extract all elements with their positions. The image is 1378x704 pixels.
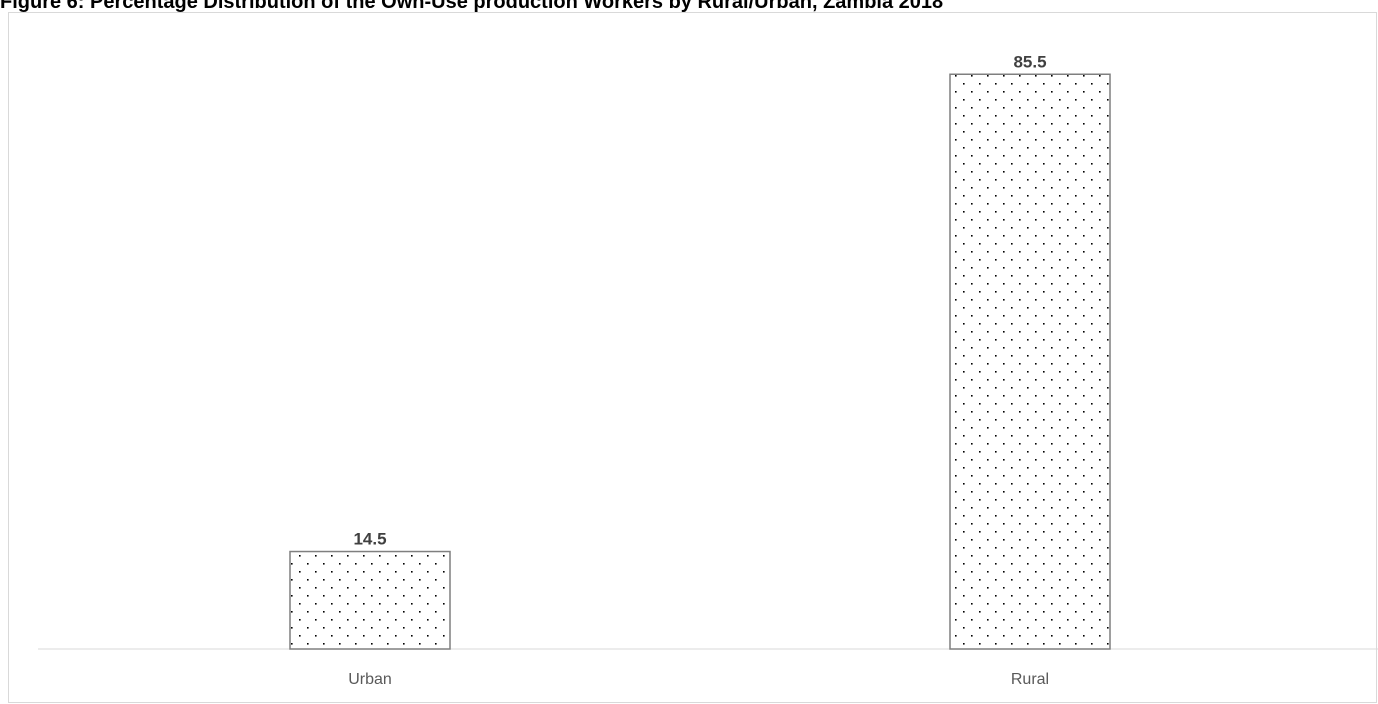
- category-label-urban: Urban: [348, 671, 392, 688]
- bar-urban: [289, 550, 451, 650]
- chart-title: Figure 6: Percentage Distribution of the…: [0, 0, 944, 13]
- bar-urban-group: 14.5 Urban: [289, 530, 451, 688]
- bar-rural: [949, 73, 1111, 650]
- data-label-urban: 14.5: [353, 530, 386, 549]
- data-label-rural: 85.5: [1013, 52, 1046, 71]
- chart-frame: [8, 12, 1377, 703]
- bar-rural-group: 85.5 Rural: [949, 52, 1111, 688]
- category-label-rural: Rural: [1011, 671, 1049, 688]
